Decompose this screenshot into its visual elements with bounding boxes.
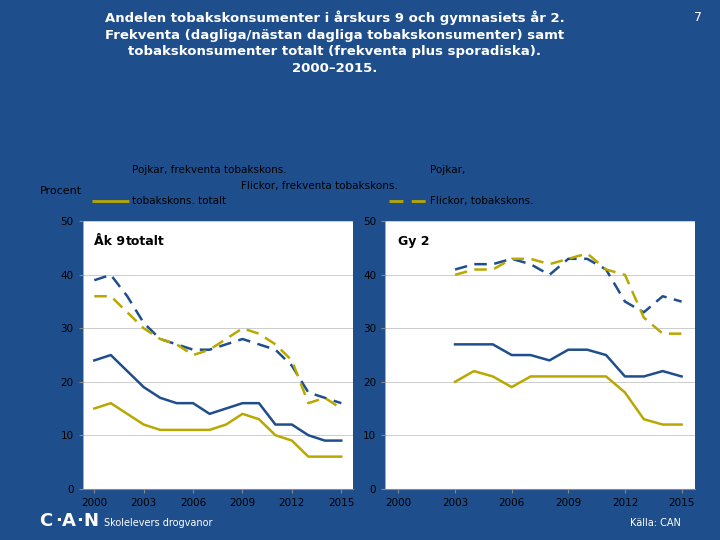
Text: 7: 7 xyxy=(694,11,702,24)
Text: C: C xyxy=(40,512,53,530)
Text: Åk 9: Åk 9 xyxy=(94,235,125,248)
Text: totalt: totalt xyxy=(126,235,165,248)
Text: Skolelevers drogvanor: Skolelevers drogvanor xyxy=(104,518,213,528)
Text: tobakskons. totalt: tobakskons. totalt xyxy=(132,197,227,206)
Text: A: A xyxy=(62,512,76,530)
Text: ·: · xyxy=(76,512,84,530)
Text: Pojkar,: Pojkar, xyxy=(430,165,465,176)
Text: N: N xyxy=(84,512,99,530)
Text: ·: · xyxy=(55,512,62,530)
Text: Flickor, tobakskons.: Flickor, tobakskons. xyxy=(430,197,533,206)
Text: Andelen tobakskonsumenter i årskurs 9 och gymnasiets år 2.
Frekventa (dagliga/nä: Andelen tobakskonsumenter i årskurs 9 oc… xyxy=(105,11,564,75)
Text: Källa: CAN: Källa: CAN xyxy=(629,518,680,528)
Text: Flickor, frekventa tobakskons.: Flickor, frekventa tobakskons. xyxy=(240,181,397,191)
Text: Gy 2: Gy 2 xyxy=(397,235,429,248)
Text: Pojkar, frekventa tobakskons.: Pojkar, frekventa tobakskons. xyxy=(132,165,287,176)
Text: Procent: Procent xyxy=(40,186,82,196)
